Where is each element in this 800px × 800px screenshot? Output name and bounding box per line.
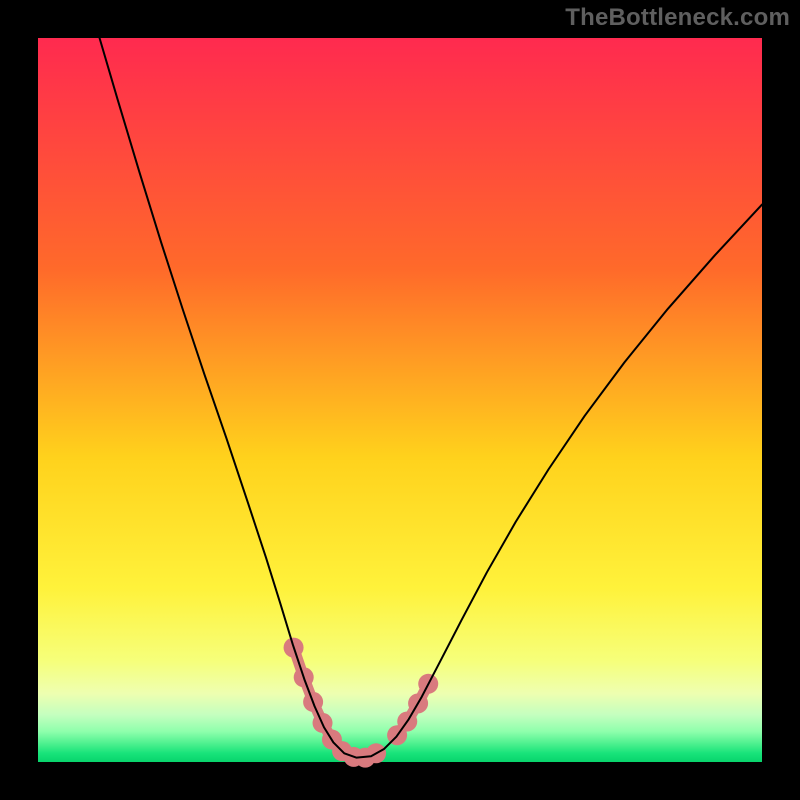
chart-container: TheBottleneck.com <box>0 0 800 800</box>
bottleneck-chart <box>0 0 800 800</box>
plot-background <box>38 38 762 762</box>
